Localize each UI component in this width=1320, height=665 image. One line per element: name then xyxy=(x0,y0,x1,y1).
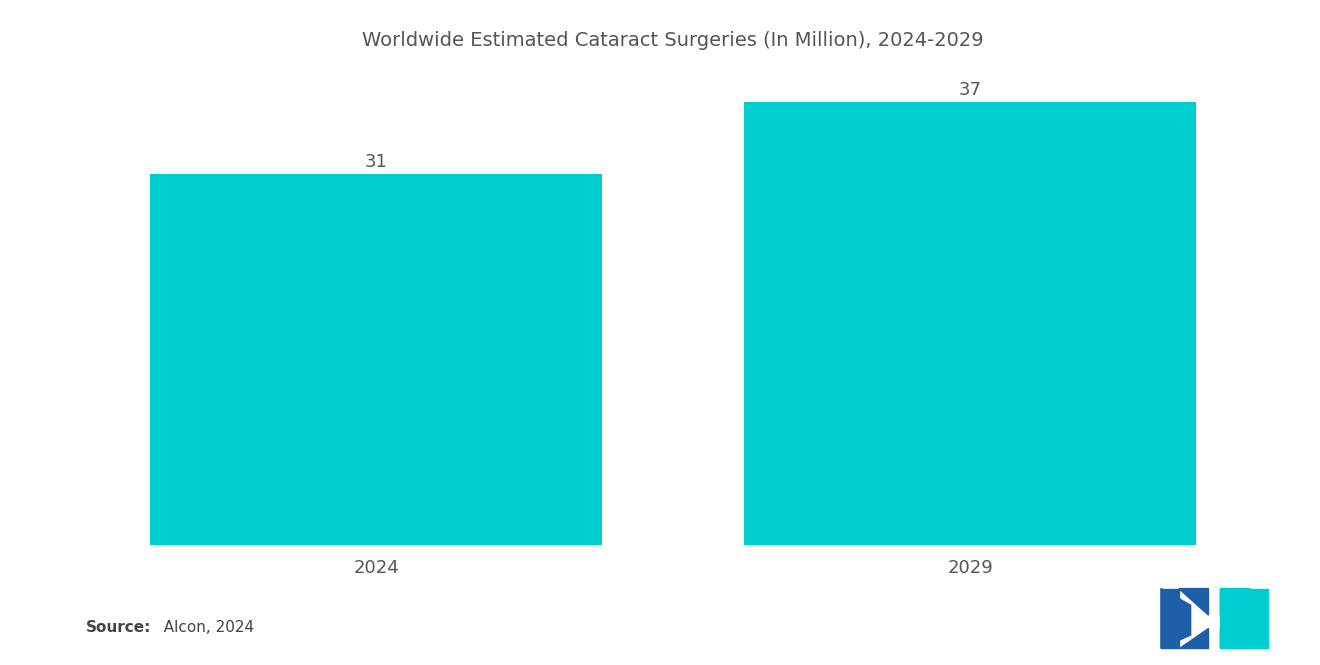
Polygon shape xyxy=(1162,589,1179,648)
Polygon shape xyxy=(1179,628,1209,648)
Text: Source:: Source: xyxy=(86,620,152,635)
Title: Worldwide Estimated Cataract Surgeries (In Million), 2024-2029: Worldwide Estimated Cataract Surgeries (… xyxy=(363,31,983,50)
Polygon shape xyxy=(1220,589,1250,615)
Polygon shape xyxy=(1179,589,1209,615)
Text: 31: 31 xyxy=(364,153,388,171)
Polygon shape xyxy=(1220,589,1267,648)
Polygon shape xyxy=(1220,628,1250,648)
Bar xyxy=(150,174,602,545)
Text: Alcon, 2024: Alcon, 2024 xyxy=(154,620,255,635)
Text: 37: 37 xyxy=(958,81,982,99)
Bar xyxy=(744,102,1196,545)
Polygon shape xyxy=(1162,589,1191,648)
